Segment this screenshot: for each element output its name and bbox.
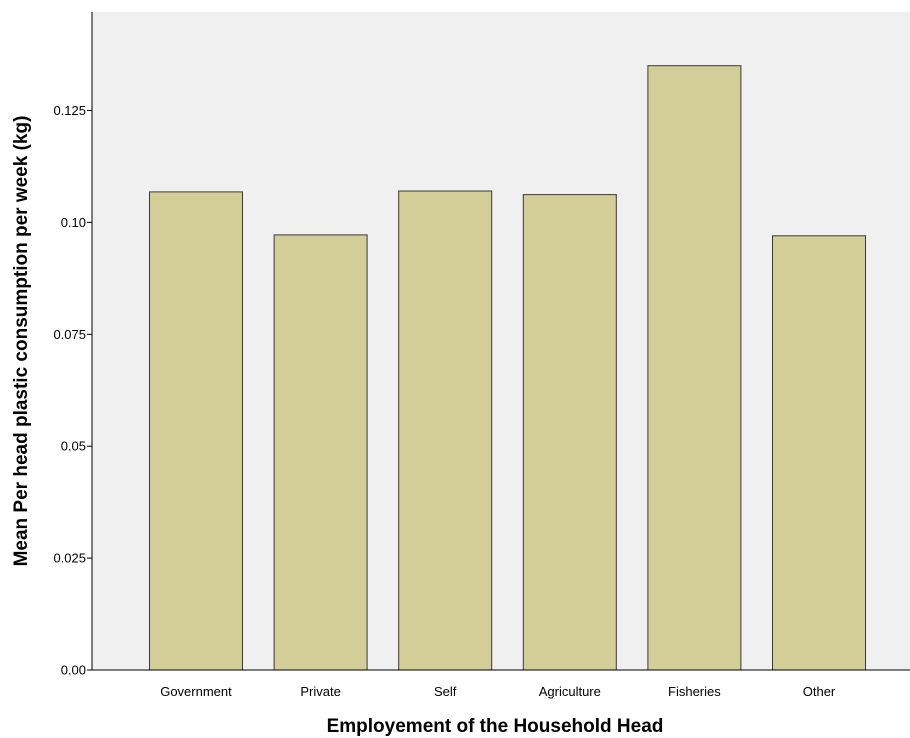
y-tick-label: 0.125 bbox=[53, 103, 86, 118]
y-axis-title: Mean Per head plastic consumption per we… bbox=[11, 116, 32, 567]
bar-agriculture bbox=[522, 194, 617, 671]
x-tick-label: Other bbox=[803, 684, 836, 699]
y-tick-label: 0.00 bbox=[61, 663, 86, 678]
bar-self bbox=[398, 190, 493, 671]
x-axis-title: Employement of the Household Head bbox=[327, 716, 664, 737]
bar-fisheries bbox=[647, 65, 742, 671]
bar-government bbox=[149, 191, 243, 671]
y-tick-label: 0.05 bbox=[61, 439, 86, 454]
y-tick-label: 0.025 bbox=[53, 551, 86, 566]
x-tick-label: Private bbox=[300, 684, 340, 699]
y-tick-label: 0.075 bbox=[53, 327, 86, 342]
x-tick-label: Agriculture bbox=[539, 684, 601, 699]
y-tick-label: 0.10 bbox=[61, 215, 86, 230]
x-tick-label: Self bbox=[434, 684, 457, 699]
bar-private bbox=[273, 234, 368, 671]
bar-other bbox=[772, 235, 866, 671]
x-tick-label: Fisheries bbox=[668, 684, 721, 699]
x-tick-label: Government bbox=[160, 684, 232, 699]
